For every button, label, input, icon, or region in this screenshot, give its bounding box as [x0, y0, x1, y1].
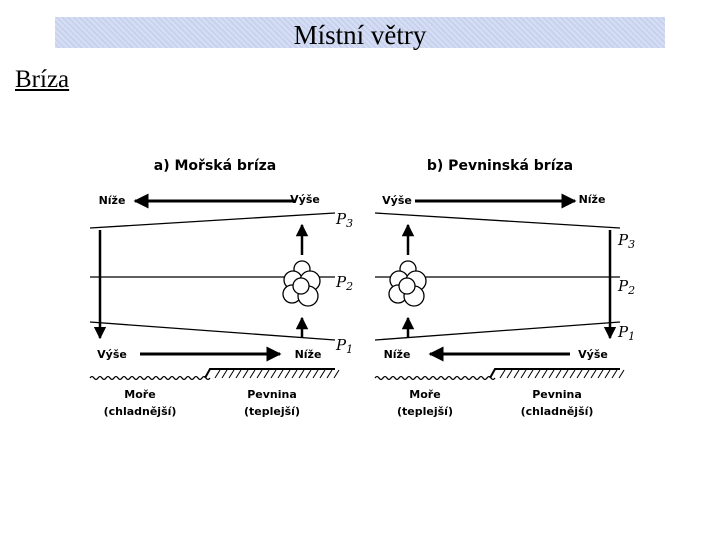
- pressure-letter: P: [335, 273, 347, 291]
- pressure-sub: 1: [628, 330, 635, 343]
- pressure-sub: 3: [628, 238, 635, 251]
- pressure-letter: P: [335, 210, 347, 228]
- pressure-letter: P: [617, 277, 629, 295]
- sea-label: Moře: [124, 388, 155, 401]
- hatch: [604, 369, 611, 379]
- hatch: [611, 369, 618, 379]
- hatch: [319, 369, 326, 379]
- pressure-sub: 3: [346, 217, 353, 230]
- land-label: (teplejší): [244, 405, 300, 418]
- hatch: [214, 369, 221, 379]
- hatch: [228, 369, 235, 379]
- hatch: [583, 369, 590, 379]
- pressure-letter: P: [335, 336, 347, 354]
- hatch: [520, 369, 527, 379]
- hatch: [256, 369, 263, 379]
- hatch: [298, 369, 305, 379]
- label: Výše: [97, 348, 127, 361]
- hatch: [618, 369, 625, 379]
- pressure-letter: P: [617, 231, 629, 249]
- isobar: [89, 321, 336, 341]
- label: Výše: [578, 348, 608, 361]
- label: Níže: [295, 348, 322, 361]
- hatch: [263, 369, 270, 379]
- label: Níže: [99, 194, 126, 207]
- pressure-letter: P: [617, 323, 629, 341]
- slide-title: Místní větry: [55, 17, 665, 50]
- pressure-label: P1: [617, 323, 635, 343]
- cloud: [292, 277, 310, 295]
- pressure-label: P2: [335, 273, 353, 293]
- hatch: [221, 369, 228, 379]
- panel-title: a) Mořská bríza: [154, 158, 276, 174]
- hatch: [284, 369, 291, 379]
- hatch: [527, 369, 534, 379]
- hatch: [270, 369, 277, 379]
- land-surface: [489, 368, 620, 379]
- hatch: [235, 369, 242, 379]
- pressure-label: P3: [335, 210, 353, 230]
- sea-surface: [89, 375, 211, 381]
- label: Výše: [382, 194, 412, 207]
- cloud: [398, 277, 416, 295]
- hatch: [513, 369, 520, 379]
- hatch: [305, 369, 312, 379]
- hatch: [555, 369, 562, 379]
- hatch: [242, 369, 249, 379]
- pressure-sub: 2: [345, 280, 353, 293]
- panel-title: b) Pevninská bríza: [427, 158, 573, 174]
- label: Výše: [290, 193, 320, 206]
- hatch: [597, 369, 604, 379]
- isobar: [374, 321, 621, 341]
- subtitle: Bríza: [15, 66, 70, 93]
- pressure-sub: 1: [346, 343, 353, 356]
- land-surface: [204, 368, 335, 379]
- land-label: (chladnější): [521, 405, 594, 418]
- hatch: [326, 369, 333, 379]
- pressure-label: P2: [617, 277, 635, 297]
- sea-surface: [374, 375, 496, 381]
- sea-label: (chladnější): [104, 405, 177, 418]
- hatch: [562, 369, 569, 379]
- hatch: [312, 369, 319, 379]
- hatch: [277, 369, 284, 379]
- hatch: [506, 369, 513, 379]
- label: Níže: [579, 193, 606, 206]
- sea-label: Moře: [409, 388, 440, 401]
- hatch: [499, 369, 506, 379]
- land-label: Pevnina: [247, 388, 297, 401]
- land-label: Pevnina: [532, 388, 582, 401]
- hatch: [590, 369, 597, 379]
- pressure-label: P1: [335, 336, 353, 356]
- sea-label: (teplejší): [397, 405, 453, 418]
- label: Níže: [384, 348, 411, 361]
- hatch: [576, 369, 583, 379]
- hatch: [333, 369, 340, 379]
- pressure-sub: 2: [627, 284, 635, 297]
- hatch: [249, 369, 256, 379]
- hatch: [569, 369, 576, 379]
- isobar: [89, 212, 336, 229]
- hatch: [291, 369, 298, 379]
- hatch: [548, 369, 555, 379]
- isobar: [374, 212, 621, 229]
- pressure-label: P3: [617, 231, 635, 251]
- hatch: [534, 369, 541, 379]
- hatch: [541, 369, 548, 379]
